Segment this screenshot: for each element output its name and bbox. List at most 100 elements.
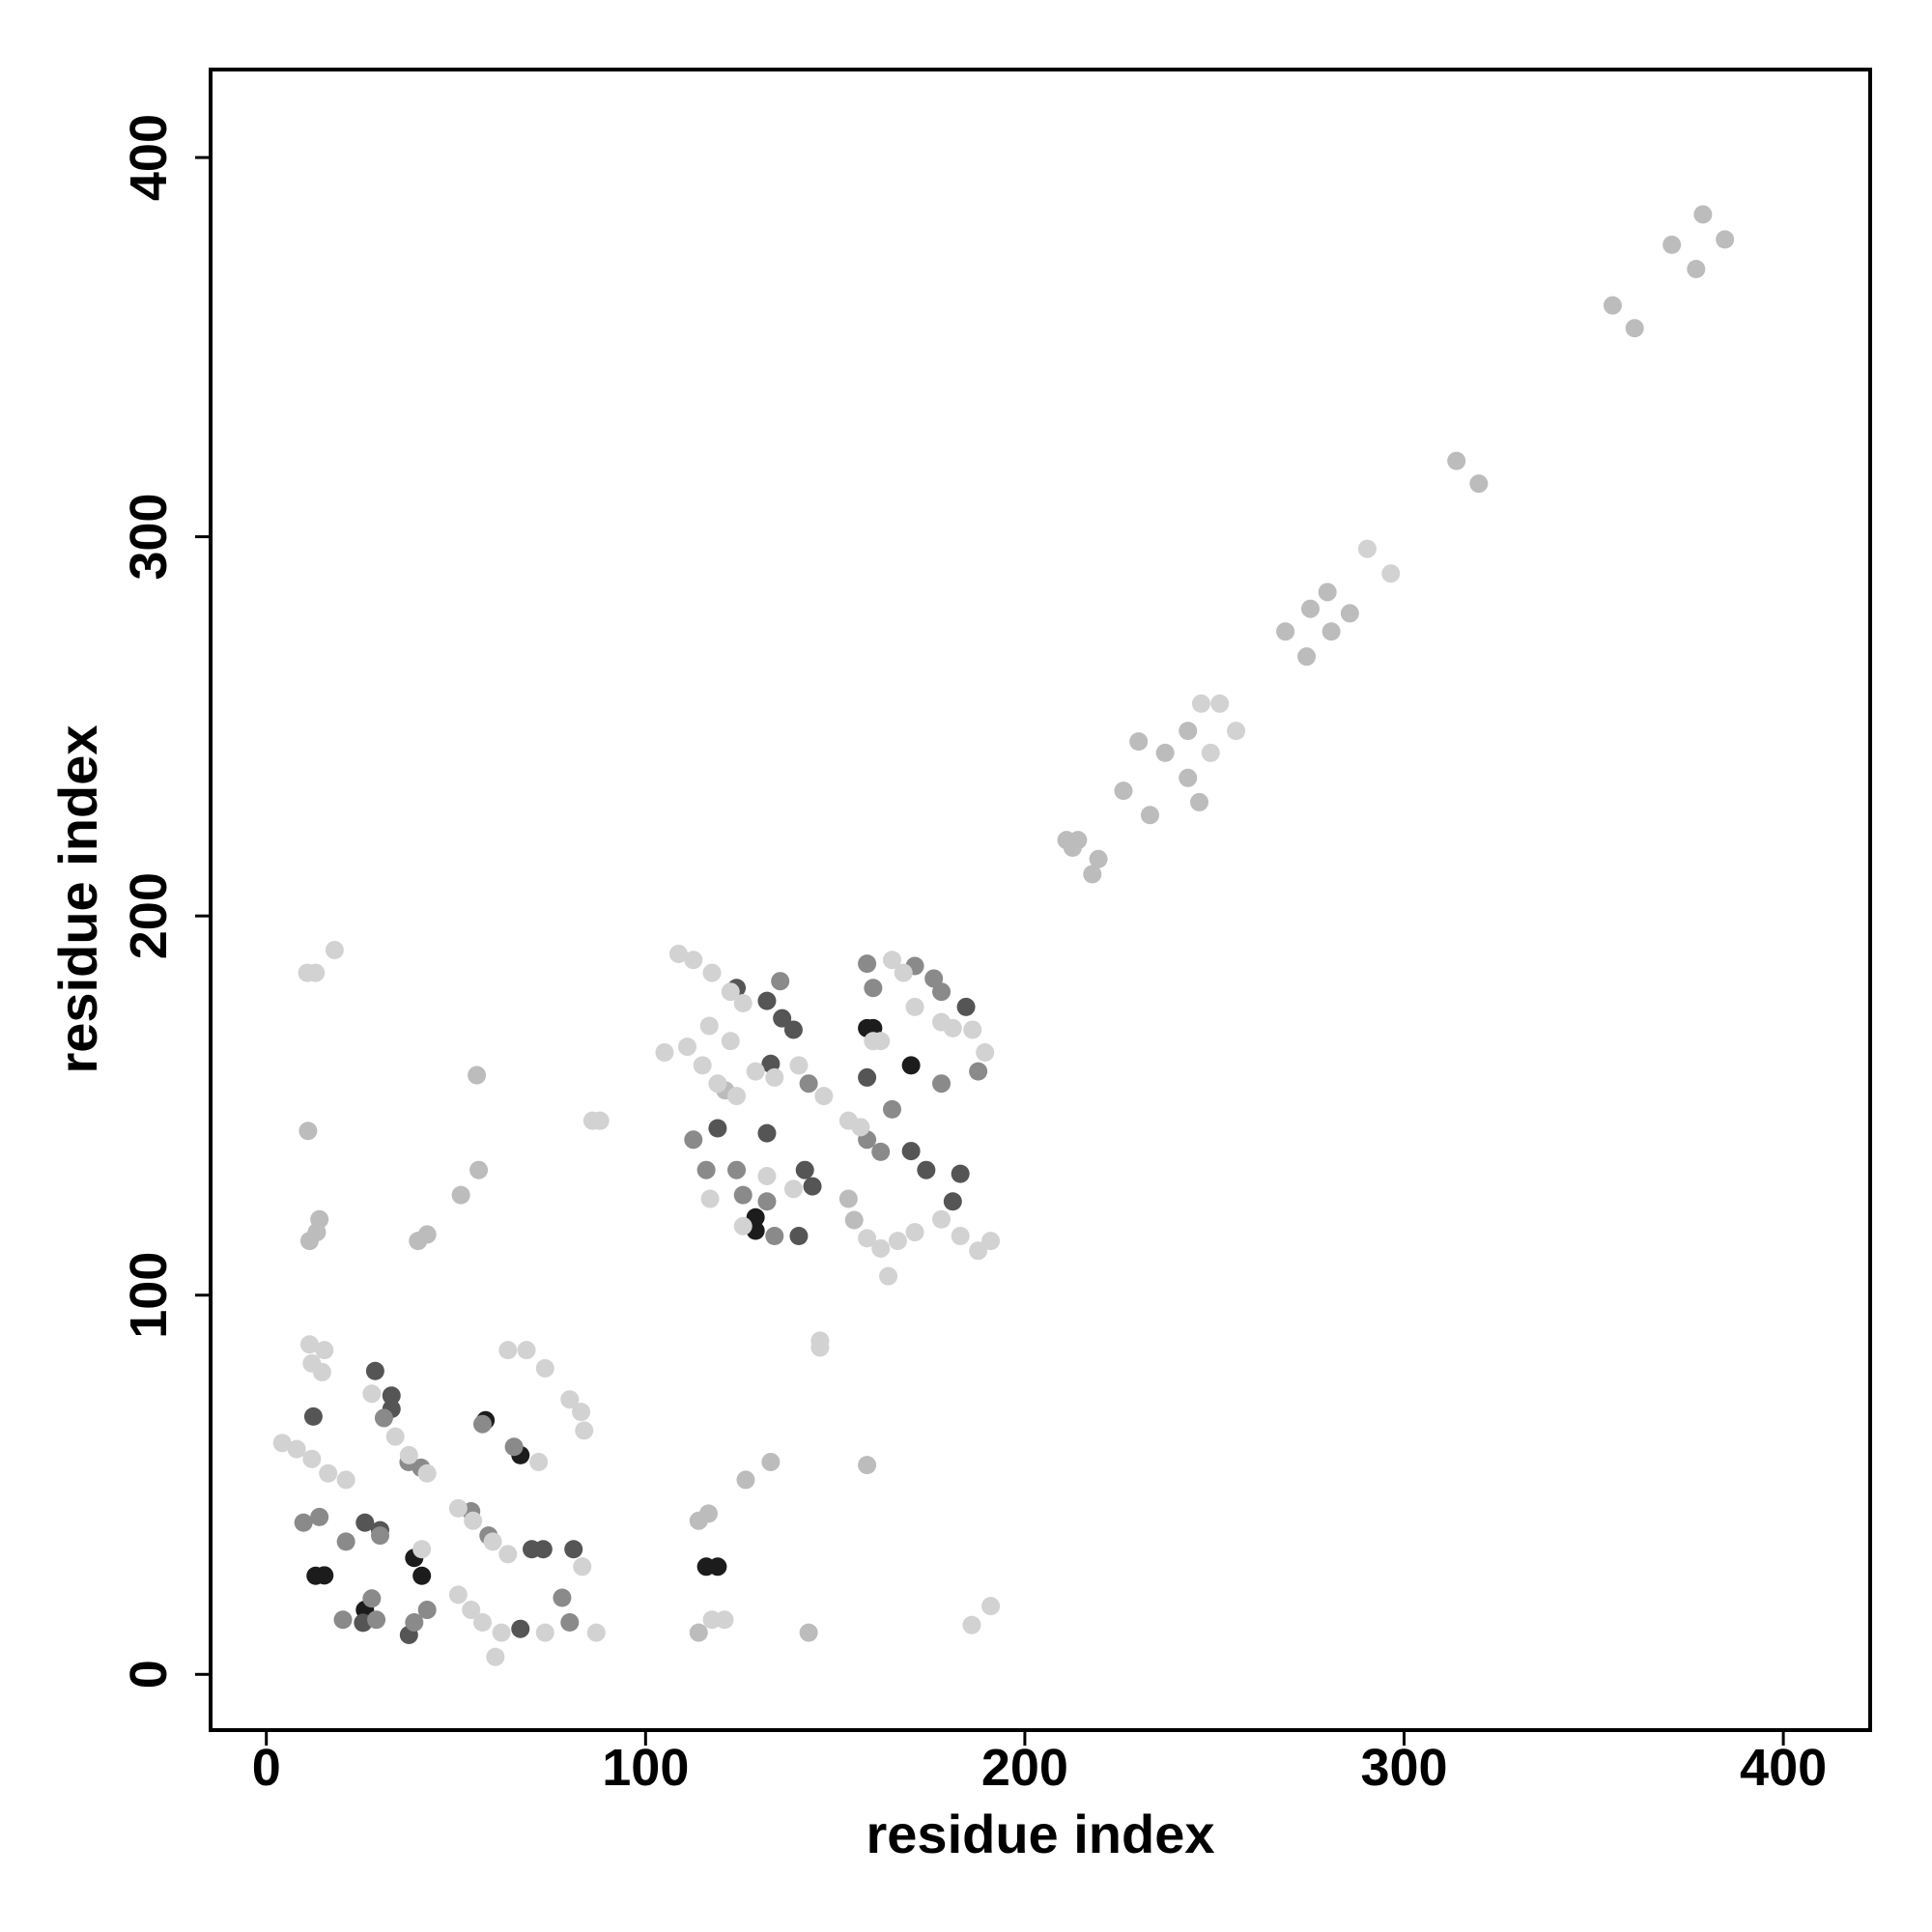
point <box>894 963 913 982</box>
point <box>932 1074 952 1094</box>
point <box>294 1513 313 1532</box>
point <box>699 1016 719 1036</box>
point <box>417 1601 437 1620</box>
point <box>1603 296 1622 315</box>
point <box>483 1532 502 1551</box>
point <box>533 1540 553 1559</box>
point <box>858 1456 877 1475</box>
point <box>553 1588 572 1607</box>
point <box>981 1232 1001 1251</box>
point <box>586 1623 606 1642</box>
point <box>814 1087 834 1106</box>
point <box>757 1192 777 1211</box>
point <box>1321 622 1341 641</box>
point <box>367 1610 386 1630</box>
point <box>382 1386 401 1406</box>
point <box>1129 732 1149 752</box>
point <box>943 1192 962 1211</box>
point <box>504 1437 524 1457</box>
point <box>757 1123 777 1143</box>
y-tick-label: 200 <box>120 872 178 959</box>
point <box>799 1623 818 1642</box>
point <box>1662 235 1682 254</box>
point <box>1340 604 1359 623</box>
point <box>1140 806 1159 825</box>
point <box>733 993 753 1012</box>
x-tick-label: 400 <box>1740 1739 1827 1797</box>
point <box>1189 792 1208 811</box>
y-tick-label: 400 <box>120 114 178 201</box>
point <box>315 1341 334 1360</box>
point <box>355 1513 375 1532</box>
point <box>684 951 703 970</box>
point <box>1063 838 1082 858</box>
point <box>761 1452 781 1471</box>
point <box>668 944 688 963</box>
point <box>451 1185 470 1205</box>
point <box>472 1414 492 1434</box>
point <box>1297 647 1317 667</box>
point <box>1625 319 1644 338</box>
point <box>932 1012 952 1032</box>
point <box>1191 694 1210 713</box>
point <box>573 1557 592 1577</box>
point <box>844 1210 864 1230</box>
point <box>306 963 326 982</box>
point <box>469 1160 489 1179</box>
point <box>307 1223 327 1242</box>
point <box>365 1361 384 1380</box>
point <box>851 1118 870 1137</box>
point <box>299 1335 319 1354</box>
point <box>746 1062 765 1081</box>
plot-frame <box>209 68 1872 1732</box>
point <box>727 1087 747 1106</box>
point <box>702 963 722 982</box>
point <box>838 1189 858 1208</box>
point <box>871 1142 891 1161</box>
point <box>362 1384 382 1404</box>
point <box>1179 722 1198 741</box>
point <box>498 1545 518 1564</box>
point <box>795 1160 814 1179</box>
point <box>799 1074 818 1094</box>
point <box>1447 451 1466 470</box>
point <box>715 1610 734 1630</box>
point <box>708 1074 727 1094</box>
point <box>448 1585 468 1605</box>
point <box>888 1232 907 1251</box>
point <box>698 1504 718 1523</box>
point <box>374 1408 393 1428</box>
point <box>956 997 976 1016</box>
point <box>486 1647 505 1666</box>
point <box>981 1597 1001 1616</box>
point <box>810 1331 830 1350</box>
point <box>464 1511 483 1530</box>
x-tick-label: 100 <box>602 1739 689 1797</box>
point <box>962 1615 981 1634</box>
point <box>272 1434 292 1453</box>
point <box>736 1470 755 1490</box>
point <box>1716 230 1735 249</box>
point <box>765 1227 784 1246</box>
point <box>492 1623 511 1642</box>
point <box>969 1062 988 1081</box>
y-tick-label: 300 <box>120 494 178 581</box>
point <box>1114 781 1133 801</box>
point <box>951 1164 970 1183</box>
point <box>362 1589 382 1608</box>
point <box>370 1526 389 1546</box>
point <box>1089 849 1108 868</box>
y-tick-label: 100 <box>120 1252 178 1339</box>
point <box>1318 582 1337 602</box>
point <box>287 1439 306 1459</box>
y-axis-label: residue index <box>47 724 108 1073</box>
point <box>312 1362 331 1381</box>
point <box>684 1130 703 1150</box>
point <box>572 1403 591 1422</box>
point <box>689 1623 708 1642</box>
point <box>385 1427 405 1446</box>
point <box>789 1227 809 1246</box>
point <box>858 1067 877 1087</box>
point <box>976 1043 995 1063</box>
point <box>757 1166 777 1185</box>
